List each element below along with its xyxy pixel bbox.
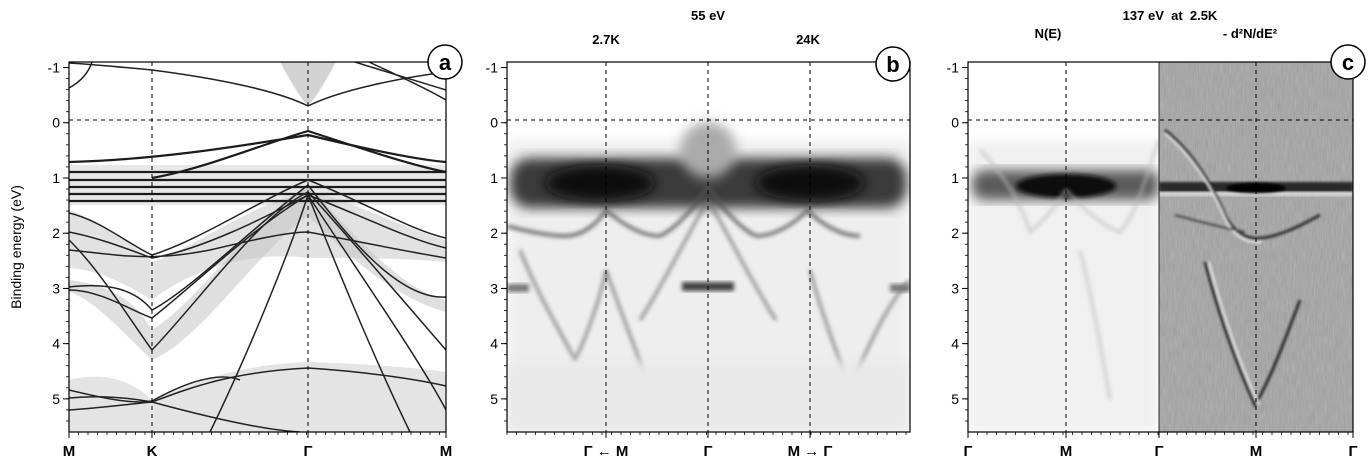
panel_b-xtick-label-2: M → Γ <box>788 443 833 460</box>
y-axis-label: Binding energy (eV) <box>8 185 24 309</box>
panel_b-ytick-label-3: 2 <box>490 225 498 241</box>
panel_a-ytick-label-4: 3 <box>52 280 60 296</box>
panel_c-ytick-label-4: 3 <box>951 280 959 296</box>
panel_c-ytick-label-3: 2 <box>951 225 959 241</box>
panel-c-badge: c <box>1330 44 1366 80</box>
panel-b-left-temp: 2.7K <box>592 32 620 47</box>
panel_c-xtick-label-1: M <box>1060 443 1073 460</box>
panel-c-arpes-image <box>967 61 1354 433</box>
panel_a-xtick-label-0: M <box>63 443 76 460</box>
axes-layer: -1 0 1 2 3 4 5 M K Γ M -1 0 1 2 3 4 5 Γ ← M Γ M → Γ -1 0 1 2 3 4 5 Γ… <box>48 60 1358 460</box>
panel-a-guides <box>69 62 446 432</box>
panel_a-xtick-label-2: Γ <box>303 443 312 460</box>
panel-a-badge: a <box>427 44 463 80</box>
panel-a-frame <box>68 61 447 433</box>
panel_c-ytick-label-2: 1 <box>951 170 959 186</box>
panel_c-ytick-label-6: 5 <box>951 391 959 407</box>
panel_b-xtick-label-0: Γ ← M <box>584 443 629 460</box>
panel-b-energy-header: 55 eV <box>691 8 725 23</box>
panel-b-badge-text: b <box>886 52 899 77</box>
panel_b-ytick-label-5: 4 <box>490 336 498 352</box>
panel_b-ytick-label-6: 5 <box>490 391 498 407</box>
panel-a-band-structure <box>68 61 447 433</box>
panel_a-ytick-label-6: 5 <box>52 391 60 407</box>
panel_a-ytick-label-2: 1 <box>52 170 60 186</box>
panel_c-xtick-label-4: Γ <box>1348 443 1357 460</box>
panel_c-xtick-label-0: Γ <box>963 443 972 460</box>
panel_c-xtick-label-2: Γ <box>1154 443 1163 460</box>
panel-c-guides <box>968 62 1353 432</box>
panel_a-ytick-label-1: 0 <box>52 115 60 131</box>
panel-a-bands <box>69 62 446 432</box>
panel_c-xtick-label-3: M <box>1250 443 1263 460</box>
panel-b-arpes-image <box>506 61 911 433</box>
panel_a-xtick-label-1: K <box>147 443 158 460</box>
panel_a-ytick-label-0: -1 <box>48 60 61 76</box>
panel_a-ytick-label-3: 2 <box>52 225 60 241</box>
panel_c-ytick-label-1: 0 <box>951 115 959 131</box>
panel_b-ytick-label-4: 3 <box>490 280 498 296</box>
panel-c-right-label: - d²N/dE² <box>1223 26 1278 41</box>
panel-b-badge: b <box>875 46 911 82</box>
panel_b-ytick-label-0: -1 <box>486 60 499 76</box>
panel_a-ytick-label-5: 4 <box>52 336 60 352</box>
panel_a-xtick-label-3: M <box>440 443 453 460</box>
panel-a-badge-text: a <box>439 50 452 75</box>
panel-c-header: 137 eV at 2.5K <box>1123 8 1218 23</box>
panel_b-ytick-label-2: 1 <box>490 170 498 186</box>
panel_c-ytick-label-5: 4 <box>951 336 959 352</box>
panel-b-intensity <box>507 62 910 432</box>
panel_c-ytick-label-0: -1 <box>947 60 960 76</box>
panel-c-badge-text: c <box>1342 50 1354 75</box>
panel-c-frame <box>967 61 1354 433</box>
panel-b-right-temp: 24K <box>796 32 820 47</box>
panel_b-ytick-label-1: 0 <box>490 115 498 131</box>
panel-b-guides <box>507 62 910 432</box>
panel-c-left-label: N(E) <box>1035 26 1062 41</box>
panel_b-xtick-label-1: Γ <box>703 443 712 460</box>
